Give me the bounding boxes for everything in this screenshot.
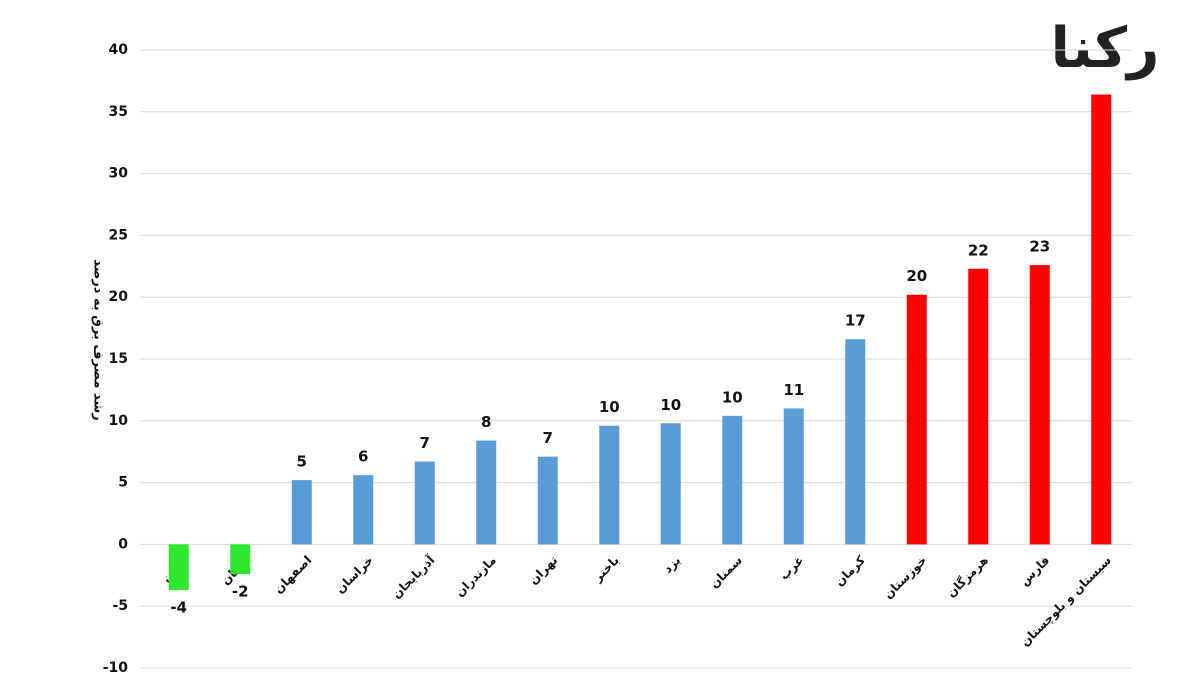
data-label: 7 <box>420 434 430 452</box>
data-label: 5 <box>297 453 307 471</box>
x-tick-label: آذربایجان <box>388 552 437 601</box>
y-tick-label: -10 <box>103 660 129 675</box>
bar <box>230 544 251 575</box>
bar <box>968 268 989 545</box>
y-tick-label: 25 <box>109 227 128 243</box>
y-axis-title: رشد مصرف برق به درصد <box>91 259 106 421</box>
y-tick-label: 40 <box>109 42 129 58</box>
bar <box>906 294 927 545</box>
data-label: 10 <box>660 396 681 414</box>
x-tick-label: خوزستان <box>881 553 930 602</box>
bar <box>845 339 866 545</box>
x-tick-label: خراسان <box>333 553 376 596</box>
y-tick-label: 5 <box>118 475 128 491</box>
data-label: 8 <box>481 413 491 431</box>
bar <box>599 425 620 545</box>
data-label: 23 <box>1029 238 1050 256</box>
y-tick-label: 10 <box>109 413 129 429</box>
bar <box>660 423 681 545</box>
data-label: 6 <box>358 448 368 466</box>
x-tick-label: یزد <box>661 553 684 576</box>
data-label: 17 <box>845 312 866 330</box>
bar <box>291 480 312 545</box>
bar <box>1091 94 1112 545</box>
bar <box>783 408 804 545</box>
x-tick-label: مازندران <box>452 553 498 599</box>
data-label: -2 <box>232 583 249 601</box>
x-tick-label: تهران <box>526 553 560 587</box>
y-tick-label: 35 <box>109 104 128 120</box>
x-tick-label: هرمزگان <box>944 553 991 600</box>
x-tick-label: کرمان <box>832 553 868 589</box>
x-tick-label: غرب <box>777 553 807 583</box>
bar <box>1029 265 1050 545</box>
data-label: 22 <box>968 241 989 259</box>
bar <box>476 440 497 545</box>
data-label: 11 <box>783 381 804 399</box>
x-tick-label: باختر <box>590 553 622 585</box>
data-label: 7 <box>543 429 553 447</box>
x-tick-label: سمنان <box>707 553 745 591</box>
y-tick-label: 0 <box>118 536 128 552</box>
y-tick-label: -5 <box>112 598 128 614</box>
y-tick-label: 30 <box>109 166 129 182</box>
bar <box>722 415 743 545</box>
bar <box>168 544 189 591</box>
x-tick-label: اصفهان <box>271 553 314 596</box>
data-label: 20 <box>906 267 927 285</box>
data-label: 10 <box>599 398 620 416</box>
x-tick-label: فارس <box>1017 553 1052 588</box>
data-label: -4 <box>170 599 187 617</box>
logo: رکنا <box>1051 16 1160 81</box>
y-tick-label: 15 <box>109 351 128 367</box>
bar <box>537 456 558 545</box>
data-label: 10 <box>722 388 743 406</box>
y-tick-label: 20 <box>109 289 129 305</box>
bar <box>353 475 374 545</box>
bar <box>414 461 435 545</box>
